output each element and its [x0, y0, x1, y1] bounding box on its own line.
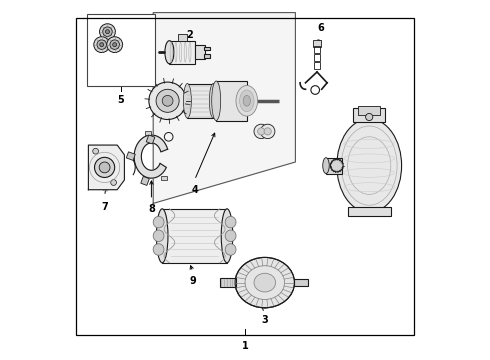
Bar	[170, 41, 195, 64]
Bar	[178, 34, 187, 41]
Circle shape	[110, 40, 120, 49]
Text: 3: 3	[262, 315, 268, 325]
Circle shape	[254, 124, 269, 139]
Ellipse shape	[323, 158, 329, 174]
Circle shape	[149, 82, 186, 120]
Bar	[76, 18, 414, 335]
Bar	[187, 84, 213, 118]
Text: 4: 4	[191, 185, 198, 195]
Ellipse shape	[236, 86, 258, 116]
Circle shape	[99, 162, 110, 173]
Bar	[314, 62, 320, 69]
Ellipse shape	[330, 159, 343, 172]
Bar	[347, 207, 391, 216]
Text: 6: 6	[317, 23, 324, 33]
Bar	[358, 106, 380, 115]
Bar	[204, 47, 210, 50]
Bar	[87, 14, 155, 86]
Circle shape	[94, 37, 110, 53]
Circle shape	[111, 180, 117, 185]
Circle shape	[156, 89, 179, 112]
Circle shape	[107, 37, 122, 53]
Ellipse shape	[243, 95, 250, 106]
Circle shape	[261, 124, 275, 139]
Circle shape	[100, 43, 104, 47]
Ellipse shape	[221, 209, 233, 263]
Bar	[147, 135, 155, 144]
Ellipse shape	[183, 84, 192, 118]
Ellipse shape	[153, 244, 164, 255]
Ellipse shape	[235, 257, 294, 308]
Polygon shape	[88, 145, 124, 190]
Ellipse shape	[165, 41, 174, 64]
Bar	[126, 152, 135, 160]
Circle shape	[162, 95, 173, 106]
Bar	[314, 54, 320, 61]
Bar	[314, 46, 320, 53]
Ellipse shape	[156, 209, 168, 263]
Circle shape	[105, 30, 109, 34]
Bar	[294, 279, 308, 286]
Circle shape	[113, 43, 117, 47]
Circle shape	[366, 113, 373, 121]
Bar	[216, 81, 247, 121]
Ellipse shape	[153, 230, 164, 242]
Ellipse shape	[254, 273, 275, 292]
Bar	[353, 108, 386, 122]
Text: 5: 5	[118, 95, 124, 105]
Bar	[162, 209, 227, 263]
Text: 2: 2	[186, 30, 193, 40]
Ellipse shape	[225, 216, 236, 228]
Bar	[161, 176, 167, 180]
Circle shape	[93, 148, 98, 154]
Circle shape	[99, 24, 116, 40]
Text: 9: 9	[190, 276, 196, 287]
Circle shape	[264, 128, 271, 135]
Circle shape	[95, 157, 115, 177]
Ellipse shape	[209, 84, 217, 118]
Ellipse shape	[225, 230, 236, 242]
Circle shape	[258, 128, 265, 135]
Ellipse shape	[337, 119, 402, 212]
Circle shape	[97, 40, 106, 49]
Text: 8: 8	[148, 204, 155, 215]
Bar	[314, 40, 320, 47]
Ellipse shape	[240, 90, 254, 112]
Ellipse shape	[225, 244, 236, 255]
Bar	[195, 45, 205, 59]
Text: 1: 1	[242, 341, 248, 351]
Circle shape	[103, 27, 112, 36]
Ellipse shape	[153, 216, 164, 228]
Bar	[326, 158, 342, 174]
Text: 7: 7	[101, 202, 108, 212]
Bar	[141, 176, 149, 185]
Polygon shape	[134, 135, 168, 178]
Bar	[204, 54, 210, 58]
Bar	[220, 278, 236, 287]
Polygon shape	[153, 13, 295, 203]
Ellipse shape	[212, 81, 220, 121]
Bar	[145, 131, 151, 135]
